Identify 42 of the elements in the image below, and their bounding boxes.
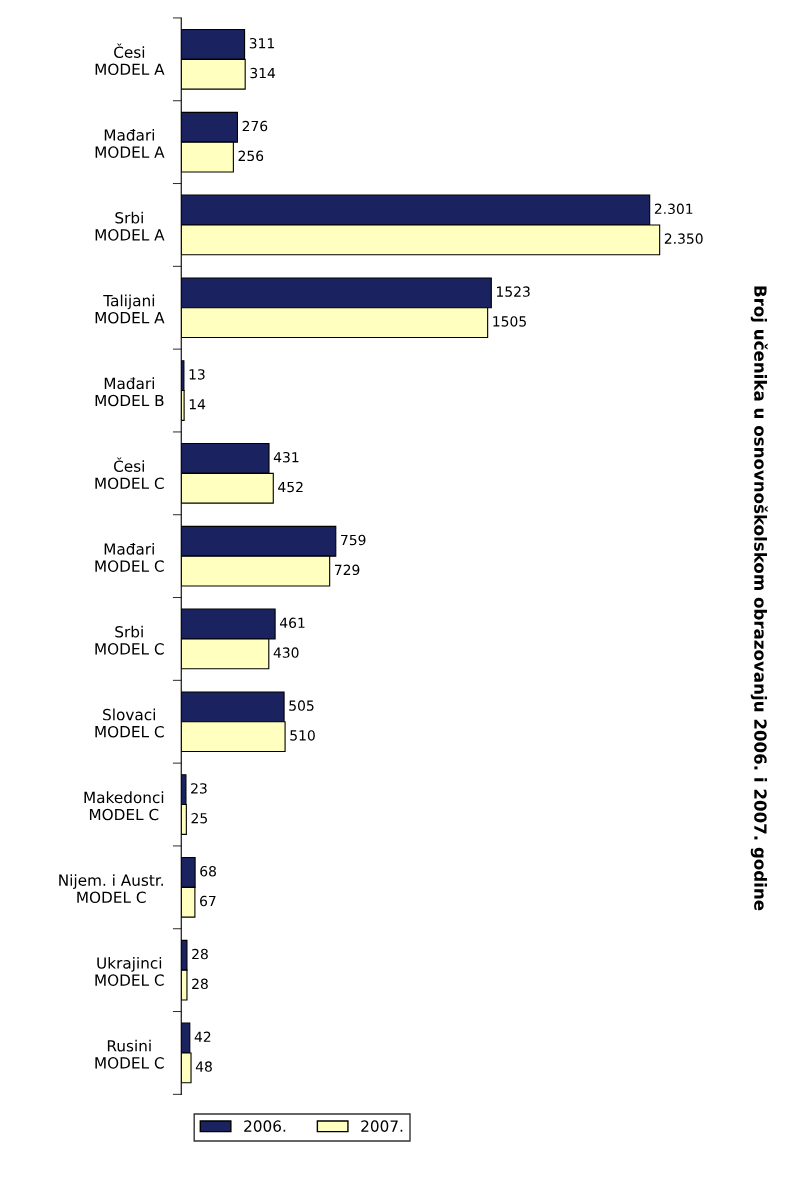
y-tick-label: Mađari MODEL B: [95, 377, 164, 407]
data-label: 461: [279, 617, 305, 629]
y-tick-label: Rusini MODEL C: [95, 1039, 164, 1069]
legend-label: 2006.: [244, 1120, 286, 1132]
y-tick-label: Nijem. i Austr. MODEL C: [59, 874, 163, 904]
data-label: 1505: [493, 316, 526, 327]
data-label: 13: [189, 369, 205, 380]
data-label: 276: [242, 120, 268, 132]
data-label: 23: [191, 783, 207, 794]
data-label: 2.301: [654, 203, 693, 215]
data-label: 510: [290, 730, 315, 741]
data-label: 14: [189, 399, 206, 410]
y-tick-label: Makedonci MODEL C: [84, 791, 164, 821]
data-label: 42: [194, 1031, 211, 1042]
data-label: 431: [273, 451, 299, 463]
y-tick-label: Talijani MODEL A: [95, 294, 165, 324]
text: Broj učenika u osnovnoškolskom obrazovanju 2006. i 2007. godine: [750, 286, 768, 911]
data-label: 67: [200, 895, 216, 907]
y-tick-label: Mađari MODEL C: [95, 542, 164, 572]
data-label: 759: [341, 534, 366, 546]
data-label: 314: [250, 67, 276, 79]
y-tick-label: Ukrajinci MODEL C: [95, 956, 164, 986]
data-label: 1523: [497, 286, 530, 297]
data-label: 25: [191, 812, 207, 824]
data-label: 256: [238, 150, 264, 162]
data-label: 311: [249, 37, 274, 49]
y-tick-label: Mađari MODEL A: [95, 128, 165, 158]
y-tick-label: Česi MODEL A: [95, 43, 165, 76]
data-label: 48: [195, 1061, 212, 1072]
data-label: 28: [192, 948, 208, 960]
data-label: 505: [289, 700, 314, 711]
y-tick-label: Srbi MODEL C: [95, 625, 164, 655]
y-tick-label: Slovaci MODEL C: [95, 708, 164, 738]
y-tick-label: Česi MODEL C: [95, 457, 164, 490]
data-label: 729: [334, 564, 360, 576]
data-label: 430: [273, 647, 299, 658]
legend-label: 2007.: [361, 1120, 403, 1132]
data-label: 68: [200, 865, 216, 877]
data-label: 2.350: [664, 233, 703, 244]
y-tick-label: Srbi MODEL A: [95, 211, 165, 241]
data-label: 452: [278, 481, 303, 493]
data-label: 28: [192, 978, 208, 990]
